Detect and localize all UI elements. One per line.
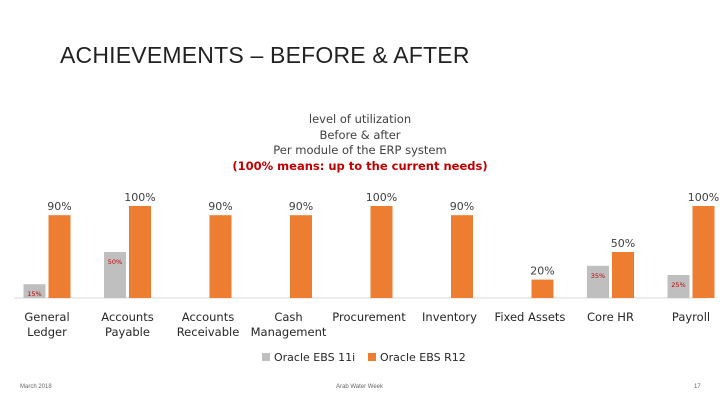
category-label-1-0: Accounts — [101, 310, 153, 324]
bar-r12-2 — [209, 215, 232, 298]
bar-r12-4 — [370, 206, 393, 298]
bar-r12-5 — [451, 215, 473, 298]
chart-title-line-3: Per module of the ERP system — [273, 143, 447, 157]
category-label-0-1: Ledger — [27, 325, 67, 339]
data-label-r12-6: 20% — [530, 265, 554, 278]
category-label-5-0: Inventory — [422, 310, 477, 324]
bar-r12-3 — [290, 215, 312, 298]
data-label-r12-1: 100% — [124, 191, 155, 204]
data-label-r12-7: 50% — [611, 237, 635, 250]
data-label-11i-0: 15% — [27, 290, 41, 298]
category-label-2-0: Accounts — [182, 310, 234, 324]
category-label-3-0: Cash — [274, 310, 302, 324]
category-label-7-0: Core HR — [587, 310, 634, 324]
bar-11i-1 — [104, 252, 126, 298]
category-label-3-1: Management — [251, 325, 327, 339]
data-label-11i-1: 50% — [108, 258, 122, 266]
legend-r12-label: Oracle EBS R12 — [380, 351, 466, 364]
data-label-r12-3: 90% — [289, 200, 313, 213]
data-label-r12-5: 90% — [450, 200, 474, 213]
chart-title-line-1: level of utilization — [308, 112, 412, 126]
category-label-1-1: Payable — [105, 325, 150, 339]
bar-11i-7 — [587, 265, 609, 298]
legend-11i-swatch — [262, 353, 270, 361]
footer-event: Arab Water Week — [336, 384, 384, 390]
bar-r12-8 — [692, 206, 715, 298]
category-label-6-0: Fixed Assets — [495, 310, 566, 324]
category-label-4-0: Procurement — [332, 310, 406, 324]
legend-11i-label: Oracle EBS 11i — [274, 351, 355, 364]
slide-title: ACHIEVEMENTS – BEFORE & AFTER — [60, 42, 470, 68]
data-label-r12-8: 100% — [688, 191, 719, 204]
chart-title: level of utilization Before & after Per … — [230, 112, 490, 174]
data-label-r12-2: 90% — [208, 200, 232, 213]
bar-r12-1 — [129, 206, 151, 298]
footer-date: March 2018 — [20, 384, 52, 390]
chart-title-line-2: Before & after — [319, 127, 401, 142]
legend-r12-swatch — [368, 353, 376, 361]
category-label-8-0: Payroll — [672, 310, 710, 324]
bar-r12-0 — [48, 215, 71, 298]
chart-note: (100% means: up to the current needs) — [232, 158, 488, 173]
data-label-11i-7: 35% — [591, 272, 605, 280]
data-label-r12-4: 100% — [366, 191, 397, 204]
data-label-r12-0: 90% — [47, 200, 71, 213]
bar-r12-7 — [612, 252, 634, 298]
category-label-2-1: Receivable — [177, 325, 240, 339]
bar-11i-8 — [667, 275, 690, 298]
category-label-0-0: General — [24, 310, 69, 324]
bar-11i-0 — [23, 284, 46, 298]
data-label-11i-8: 25% — [671, 281, 685, 289]
bar-r12-6 — [531, 279, 554, 298]
page-number: 17 — [694, 384, 701, 390]
